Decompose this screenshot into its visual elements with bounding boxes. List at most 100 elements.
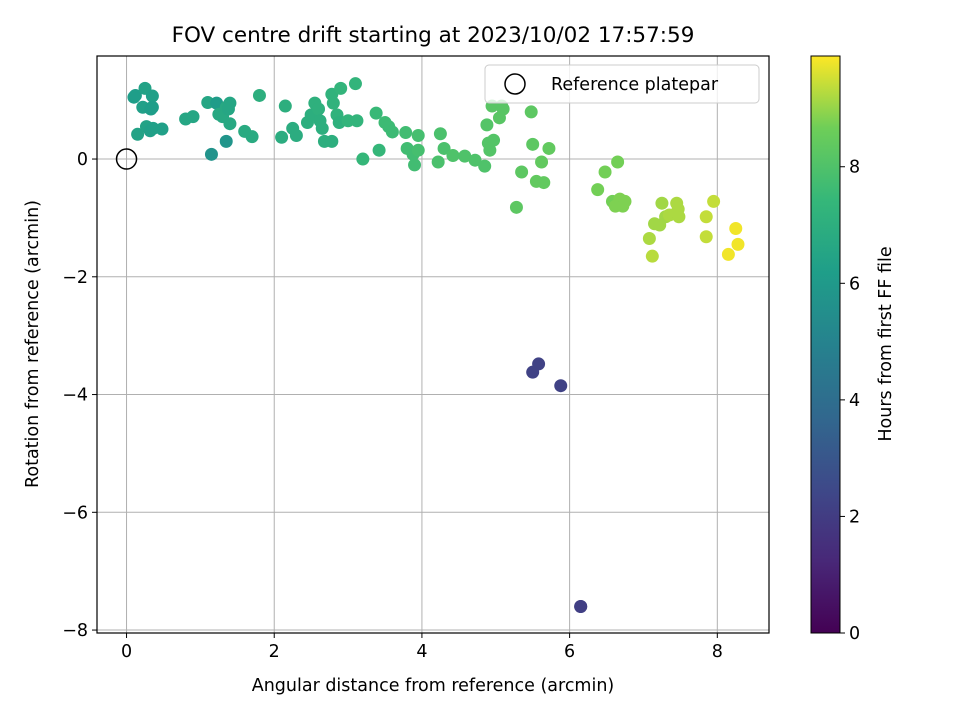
- colorbar-label: Hours from first FF file: [876, 246, 896, 441]
- data-point: [437, 141, 451, 155]
- data-point: [487, 133, 501, 147]
- data-point: [699, 210, 713, 224]
- data-point: [554, 379, 568, 393]
- colorbar-tick-label: 4: [849, 391, 860, 411]
- data-point: [219, 134, 233, 148]
- data-point: [350, 114, 364, 128]
- data-point: [721, 247, 735, 261]
- data-point: [325, 134, 339, 148]
- data-point: [411, 128, 425, 142]
- reference-point: [115, 148, 138, 170]
- data-point: [399, 126, 413, 140]
- colorbar-tick-label: 8: [849, 158, 860, 178]
- data-point: [468, 153, 482, 167]
- data-point: [729, 222, 743, 236]
- x-tick-label: 2: [269, 642, 280, 662]
- y-tick-label: −6: [62, 503, 88, 523]
- colorbar-gradient: [810, 55, 841, 634]
- data-point: [591, 183, 605, 197]
- data-point: [598, 165, 612, 179]
- colorbar-tick-label: 0: [849, 624, 860, 644]
- data-point: [480, 118, 494, 132]
- data-point: [315, 121, 329, 135]
- data-point: [574, 600, 588, 614]
- reference-marker: [115, 148, 138, 170]
- data-point: [289, 128, 303, 142]
- x-axis-ticks: 0 2 4 6 8: [121, 633, 723, 662]
- legend[interactable]: Reference platepar: [484, 64, 760, 104]
- data-point: [672, 210, 686, 224]
- data-point: [131, 127, 145, 141]
- x-tick-label: 6: [564, 642, 575, 662]
- legend-box: [484, 64, 760, 104]
- y-tick-label: 0: [77, 150, 88, 170]
- legend-reference-marker: [504, 73, 526, 95]
- y-axis-ticks: 0 −2 −4 −6 −8: [62, 150, 97, 641]
- data-point: [312, 102, 326, 116]
- data-point: [223, 117, 237, 131]
- data-point: [145, 89, 159, 103]
- data-point: [369, 106, 383, 120]
- data-point: [535, 155, 549, 169]
- grid-lines: [97, 56, 769, 633]
- data-point: [433, 127, 447, 141]
- data-point: [411, 143, 425, 157]
- data-point: [532, 357, 546, 371]
- data-point: [699, 230, 713, 244]
- data-point: [186, 110, 200, 124]
- plot-frame: [96, 55, 770, 634]
- data-point: [278, 99, 292, 113]
- colorbar-ticks: 0 2 4 6 8: [840, 158, 860, 644]
- x-tick-label: 8: [712, 642, 723, 662]
- data-point: [145, 100, 159, 114]
- data-point: [372, 143, 386, 157]
- data-point: [221, 102, 235, 116]
- data-point: [642, 232, 656, 246]
- x-axis-label: Angular distance from reference (arcmin): [252, 676, 615, 696]
- x-tick-label: 0: [121, 642, 132, 662]
- data-point: [707, 194, 721, 208]
- plot-area: 0 2 4 6 8 0 −2 −4 −6 −8: [62, 55, 770, 662]
- legend-label: Reference platepar: [551, 75, 719, 95]
- data-point: [611, 155, 625, 169]
- data-point: [275, 130, 289, 144]
- data-point: [731, 237, 745, 251]
- y-tick-label: −4: [62, 386, 88, 406]
- data-point: [618, 194, 632, 208]
- y-axis-label: Rotation from reference (arcmin): [23, 200, 43, 488]
- x-tick-label: 4: [416, 642, 427, 662]
- data-point: [348, 77, 362, 91]
- data-point: [326, 96, 340, 110]
- data-point: [385, 125, 399, 139]
- data-point: [155, 122, 169, 136]
- data-point: [655, 196, 669, 210]
- data-point: [509, 200, 523, 214]
- data-point: [204, 147, 218, 161]
- data-point: [128, 88, 142, 102]
- data-point: [478, 159, 492, 173]
- data-point: [483, 143, 497, 157]
- data-point: [492, 111, 506, 125]
- colorbar-tick-label: 2: [849, 507, 860, 527]
- data-point: [252, 88, 266, 102]
- data-point: [515, 165, 529, 179]
- data-point: [524, 105, 538, 119]
- data-point: [446, 149, 460, 163]
- data-point: [334, 81, 348, 95]
- y-tick-label: −8: [62, 621, 88, 641]
- data-point: [542, 141, 556, 155]
- data-point: [526, 137, 540, 151]
- chart-title: FOV centre drift starting at 2023/10/02 …: [172, 23, 695, 48]
- data-point: [408, 158, 422, 172]
- colorbar: 0 2 4 6 8 Hours from first FF file: [810, 55, 896, 644]
- data-point: [431, 155, 445, 169]
- data-point: [458, 149, 472, 163]
- data-points: [127, 77, 745, 614]
- data-point: [537, 176, 551, 190]
- colorbar-tick-label: 6: [849, 274, 860, 294]
- y-tick-label: −2: [62, 268, 88, 288]
- data-point: [245, 130, 259, 144]
- data-point: [645, 249, 659, 263]
- data-point: [356, 152, 370, 166]
